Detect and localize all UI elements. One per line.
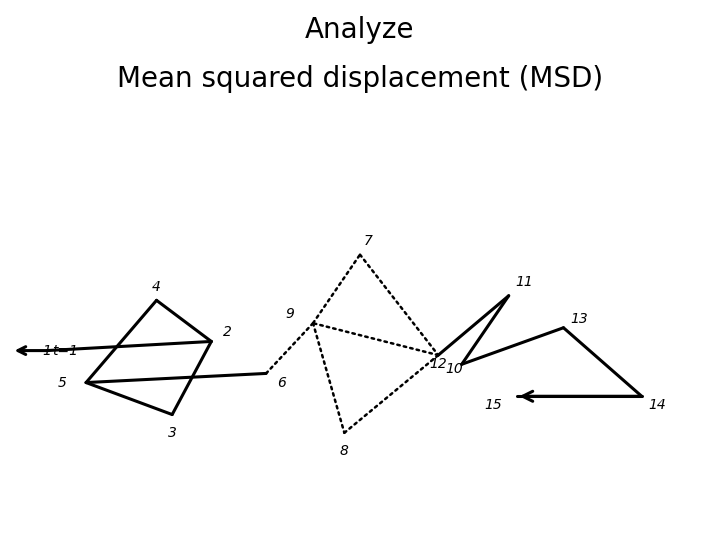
Text: 9: 9 <box>285 307 294 321</box>
Text: 7: 7 <box>364 234 372 248</box>
Text: 3: 3 <box>168 426 176 440</box>
Text: 4: 4 <box>152 280 161 294</box>
Text: 15: 15 <box>484 399 502 413</box>
Text: 10: 10 <box>445 362 463 376</box>
Text: t=1: t=1 <box>53 343 78 357</box>
Text: 11: 11 <box>516 275 534 289</box>
Text: Mean squared displacement (MSD): Mean squared displacement (MSD) <box>117 65 603 93</box>
Text: 6: 6 <box>277 375 286 389</box>
Text: 12: 12 <box>429 357 447 372</box>
Text: 5: 5 <box>58 375 67 389</box>
Text: 13: 13 <box>570 312 588 326</box>
Text: Analyze: Analyze <box>305 16 415 44</box>
Text: 1: 1 <box>42 343 51 357</box>
Text: 2: 2 <box>222 325 231 339</box>
Text: 14: 14 <box>649 399 666 413</box>
Text: 8: 8 <box>340 444 348 458</box>
